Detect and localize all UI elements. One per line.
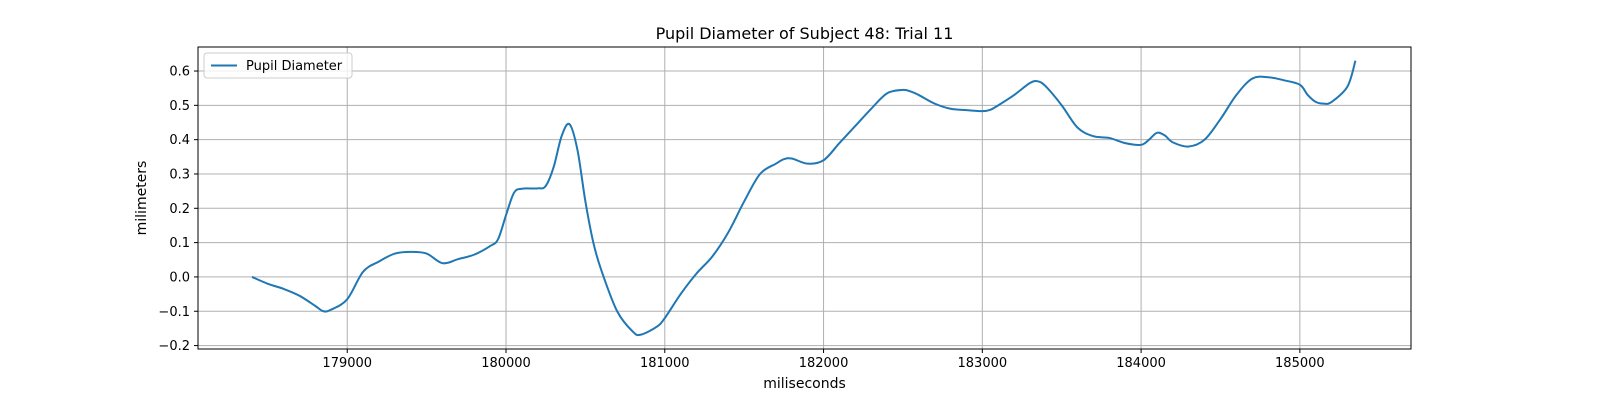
plot-frame [197, 46, 1412, 350]
series-layer [251, 60, 1357, 337]
legend-box [203, 52, 353, 79]
y-tick-label: −0.1 [158, 305, 190, 320]
x-axis-label: miliseconds [763, 376, 846, 392]
y-tick-label: 0.3 [169, 167, 190, 182]
chart-title: Pupil Diameter of Subject 48: Trial 11 [656, 24, 954, 43]
x-tick-label: 184000 [1116, 356, 1166, 371]
x-tick-label: 180000 [481, 356, 531, 371]
x-tick-label: 181000 [640, 356, 690, 371]
y-axis-label: milimeters [134, 161, 150, 236]
legend-label: Pupil Diameter [246, 59, 343, 74]
legend: Pupil Diameter [203, 52, 353, 79]
y-tick-label: 0.0 [169, 270, 190, 285]
x-tick-label: 183000 [958, 356, 1008, 371]
y-tick-label: 0.2 [169, 202, 190, 217]
x-axis-ticks: 179000 180000 181000 182000 183000 184000 1850… [322, 349, 1325, 371]
y-tick-label: 0.5 [169, 99, 190, 114]
grid [198, 47, 1411, 349]
y-tick-label: −0.2 [158, 339, 190, 354]
y-tick-label: 0.1 [169, 236, 190, 251]
y-axis-ticks: −0.2 −0.1 0.0 0.1 0.2 0.3 0.4 0.5 0.6 [158, 65, 198, 354]
x-tick-label: 185000 [1275, 356, 1325, 371]
series-line-pupil-diameter [251, 60, 1357, 337]
y-tick-label: 0.4 [169, 133, 190, 148]
y-tick-label: 0.6 [169, 65, 190, 80]
x-tick-label: 182000 [799, 356, 849, 371]
x-tick-label: 179000 [322, 356, 372, 371]
